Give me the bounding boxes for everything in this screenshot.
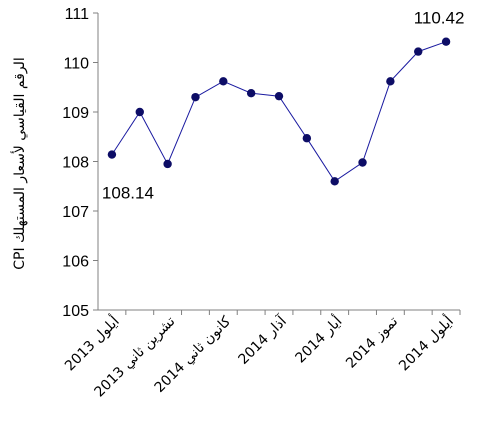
data-label: 110.42 [414, 9, 465, 28]
data-point [135, 107, 144, 117]
data-point [219, 77, 228, 86]
data-point [358, 158, 367, 167]
data-point [191, 92, 200, 102]
x-tick-label: تموز 2014 [343, 313, 401, 371]
x-tick-label: آذار 2014 [235, 312, 291, 368]
data-point [107, 150, 117, 159]
x-tick-label: أيلول 2014 [395, 312, 457, 374]
chart-axes [97, 13, 460, 311]
data-point [163, 159, 172, 169]
y-tick-label: 111 [65, 6, 89, 23]
data-label: 108.14 [102, 184, 154, 203]
y-tick-label: 109 [62, 105, 89, 122]
y-ticks: 105 106 107 108 109 110 111 [62, 6, 98, 320]
data-point [386, 77, 395, 86]
data-point [274, 91, 284, 101]
y-tick-label: 105 [62, 303, 89, 320]
data-point [441, 37, 451, 46]
data-point [302, 134, 312, 143]
y-tick-label: 110 [63, 56, 89, 73]
data-labels: 108.14 110.42 [102, 9, 465, 203]
cpi-series-line [111, 41, 447, 182]
series-line [111, 41, 447, 182]
y-axis-title: CPI الرقم القياسي لأسعار المستهلك [10, 57, 28, 270]
data-point [330, 177, 339, 186]
x-tick-label: أيار 2014 [291, 312, 345, 366]
data-point [414, 47, 423, 56]
data-points [107, 37, 451, 186]
y-tick-label: 106 [62, 254, 89, 271]
data-point [246, 88, 256, 98]
x-tick-label: أيلول 2013 [61, 312, 123, 374]
y-tick-label: 107 [62, 204, 89, 221]
y-tick-label: 108 [62, 155, 89, 172]
